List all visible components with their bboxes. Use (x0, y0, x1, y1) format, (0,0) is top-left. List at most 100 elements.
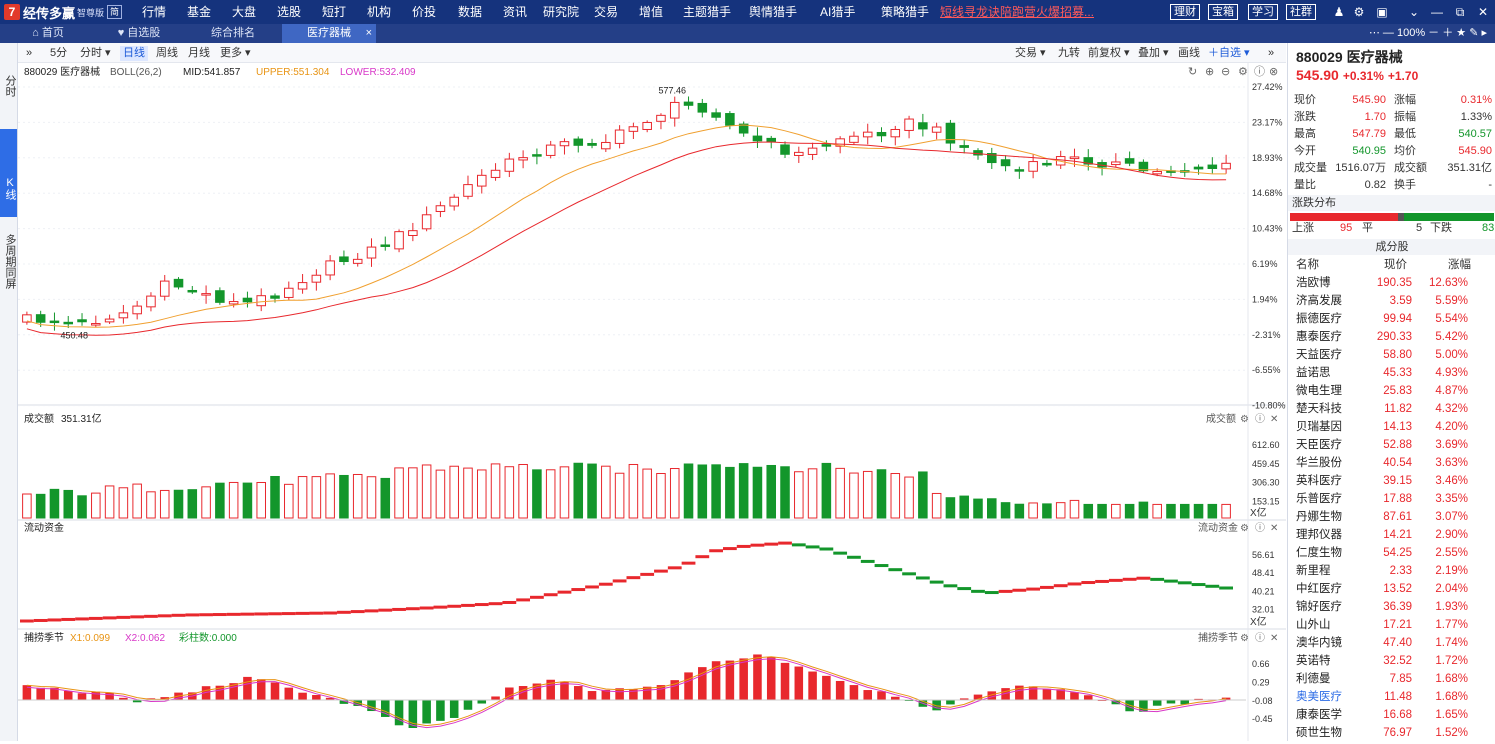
col-name[interactable]: 名称 (1296, 259, 1319, 271)
volume-settings-icon[interactable]: ⚙ (1240, 414, 1249, 425)
period-minute[interactable]: 分时 ▾ (80, 47, 111, 59)
app-logo[interactable]: 7 经传多赢 智尊版 简 (4, 4, 123, 21)
menu-item-strategy-hunter[interactable]: 策略猎手 (881, 5, 930, 19)
constituent-row[interactable]: 英诺特 32.52 1.72% (1288, 652, 1495, 670)
constituent-row[interactable]: 天益医疗 58.80 5.00% (1288, 346, 1495, 364)
minimize-icon[interactable]: — (1431, 5, 1443, 19)
period-month[interactable]: 月线 (188, 47, 210, 59)
zoom-in-icon[interactable]: ⊕ (1205, 66, 1214, 78)
zoom-out-icon[interactable]: ⊖ (1221, 66, 1230, 78)
more-dots-icon[interactable]: ⋯ (1368, 27, 1380, 39)
flow-settings-icon[interactable]: ⚙ (1240, 523, 1249, 534)
constituent-row[interactable]: 理邦仪器 14.21 2.90% (1288, 526, 1495, 544)
restore-icon[interactable]: ⧉ (1455, 5, 1465, 19)
boll-indicator-label[interactable]: BOLL(26,2) (110, 67, 162, 78)
constituent-row[interactable]: 济高发展 3.59 5.59% (1288, 292, 1495, 310)
kline-chart-area[interactable]: 880029 医疗器械 BOLL(26,2) MID:541.857 UPPER… (18, 63, 1286, 741)
menu-item-quotes[interactable]: 行情 (142, 5, 167, 19)
tab-close-icon[interactable]: × (365, 27, 372, 39)
menu-item-short-trade[interactable]: 短打 (322, 5, 347, 19)
collapse-icon[interactable]: » (1268, 47, 1275, 59)
add-watchlist-button[interactable]: ＋自选 ▾ (1208, 47, 1250, 59)
menu-item-news[interactable]: 资讯 (503, 5, 528, 19)
zoom-out-button[interactable]: — (1382, 27, 1394, 39)
menu-item-theme-hunter[interactable]: 主题猎手 (683, 5, 732, 19)
expand-icon[interactable]: » (26, 47, 33, 59)
constituent-row[interactable]: 华兰股份 40.54 3.63% (1288, 454, 1495, 472)
menu-item-research[interactable]: 研究院 (543, 5, 580, 19)
kline-chart[interactable]: 880029 医疗器械 BOLL(26,2) MID:541.857 UPPER… (18, 63, 1286, 741)
tab-medical-devices[interactable]: 医疗器械 × (282, 24, 376, 43)
close-icon[interactable]: ✕ (1477, 5, 1489, 19)
trade-dropdown[interactable]: 交易 ▾ (1015, 47, 1046, 59)
menu-item-data[interactable]: 数据 (458, 5, 483, 19)
menu-item-market[interactable]: 大盘 (232, 5, 257, 19)
constituent-row[interactable]: 浩欧博 190.35 12.63% (1288, 274, 1495, 292)
window-icon[interactable]: ▣ (1376, 5, 1388, 19)
rail-multi-period[interactable]: 多周期同屏 (4, 233, 16, 289)
menu-item-ai-hunter[interactable]: AI猎手 (820, 5, 856, 19)
constituent-row[interactable]: 英科医疗 39.15 3.46% (1288, 472, 1495, 490)
user-icon[interactable]: ♟ (1333, 5, 1345, 19)
tab-home[interactable]: ⌂ 首页 (18, 24, 78, 43)
menu-item-sentiment-hunter[interactable]: 舆情猎手 (749, 5, 798, 19)
volume-help-icon[interactable]: ⓘ (1255, 413, 1265, 425)
constituent-row[interactable]: 硕世生物 76.97 1.52% (1288, 724, 1495, 742)
constituent-row[interactable]: 惠泰医疗 290.33 5.42% (1288, 328, 1495, 346)
period-day[interactable]: 日线 (120, 46, 148, 61)
constituent-row[interactable]: 奥美医疗 11.48 1.68% (1288, 688, 1495, 706)
constituent-row[interactable]: 中红医疗 13.52 2.04% (1288, 580, 1495, 598)
constituent-row[interactable]: 锦好医疗 36.39 1.93% (1288, 598, 1495, 616)
menu-item-stock-picker[interactable]: 选股 (277, 5, 302, 19)
rail-kline[interactable]: K线 (0, 129, 17, 217)
menu-item-value[interactable]: 价投 (412, 5, 437, 19)
view-badge[interactable]: 简 (107, 5, 123, 19)
constituent-row[interactable]: 康泰医学 16.68 1.65% (1288, 706, 1495, 724)
treasure-box-button[interactable]: 宝箱 (1208, 4, 1238, 20)
tab-ranking[interactable]: 综合排名 (211, 27, 255, 39)
learn-button[interactable]: 学习 (1248, 4, 1278, 20)
menu-item-premium[interactable]: 增值 (639, 5, 664, 19)
period-more[interactable]: 更多 ▾ (220, 47, 251, 59)
community-button[interactable]: 社群 (1286, 4, 1316, 20)
chevron-down-icon[interactable]: ⌄ (1408, 5, 1420, 19)
constituent-row[interactable]: 丹娜生物 87.61 3.07% (1288, 508, 1495, 526)
rail-timeshare[interactable]: 分时 (4, 75, 16, 97)
period-week[interactable]: 周线 (156, 47, 178, 59)
constituent-row[interactable]: 天臣医疗 52.88 3.69% (1288, 436, 1495, 454)
constituent-row[interactable]: 仁度生物 54.25 2.55% (1288, 544, 1495, 562)
period-5min[interactable]: 5分 (50, 47, 68, 59)
constituent-row[interactable]: 利德曼 7.85 1.68% (1288, 670, 1495, 688)
promo-link[interactable]: 短线寻龙诀陪跑营火爆招募... (940, 5, 1095, 19)
menu-item-trade[interactable]: 交易 (594, 5, 619, 19)
season-help-icon[interactable]: ⓘ (1255, 632, 1265, 644)
season-close-icon[interactable]: ✕ (1270, 633, 1278, 644)
flow-close-icon[interactable]: ✕ (1270, 523, 1278, 534)
constituent-row[interactable]: 贝瑞基因 14.13 4.20% (1288, 418, 1495, 436)
constituent-row[interactable]: 微电生理 25.83 4.87% (1288, 382, 1495, 400)
tab-watchlist[interactable]: ♥ 自选股 (100, 24, 178, 43)
season-settings-icon[interactable]: ⚙ (1240, 633, 1249, 644)
constituent-row[interactable]: 乐普医疗 17.88 3.35% (1288, 490, 1495, 508)
settings-icon[interactable]: ⚙ (1238, 66, 1248, 78)
gear-icon[interactable]: ⚙ (1353, 5, 1365, 19)
menu-item-fund[interactable]: 基金 (187, 5, 212, 19)
wealth-button[interactable]: 理财 (1170, 4, 1200, 20)
constituent-row[interactable]: 益诺思 45.33 4.93% (1288, 364, 1495, 382)
constituent-row[interactable]: 澳华内镜 47.40 1.74% (1288, 634, 1495, 652)
flow-help-icon[interactable]: ⓘ (1255, 522, 1265, 534)
overlay-dropdown[interactable]: 叠加 ▾ (1138, 47, 1169, 59)
constituent-row[interactable]: 楚天科技 11.82 4.32% (1288, 400, 1495, 418)
col-pct[interactable]: 涨幅 (1448, 259, 1471, 271)
tab-controls[interactable]: － ＋ ★ ✎ ▸ (1428, 27, 1487, 39)
refresh-icon[interactable]: ↻ (1188, 66, 1197, 78)
constituent-row[interactable]: 振德医疗 99.94 5.54% (1288, 310, 1495, 328)
chart-tool-icons[interactable]: ↻ ⊕ ⊖ ⚙ ⓘ ⊗ (1188, 65, 1278, 78)
menu-item-institution[interactable]: 机构 (367, 5, 392, 19)
col-price[interactable]: 现价 (1384, 259, 1407, 271)
nine-turn-button[interactable]: 九转 (1058, 47, 1080, 59)
close-icon[interactable]: ⊗ (1269, 66, 1278, 78)
adjust-dropdown[interactable]: 前复权 ▾ (1088, 47, 1130, 59)
constituent-row[interactable]: 山外山 17.21 1.77% (1288, 616, 1495, 634)
help-icon[interactable]: ⓘ (1254, 65, 1265, 78)
